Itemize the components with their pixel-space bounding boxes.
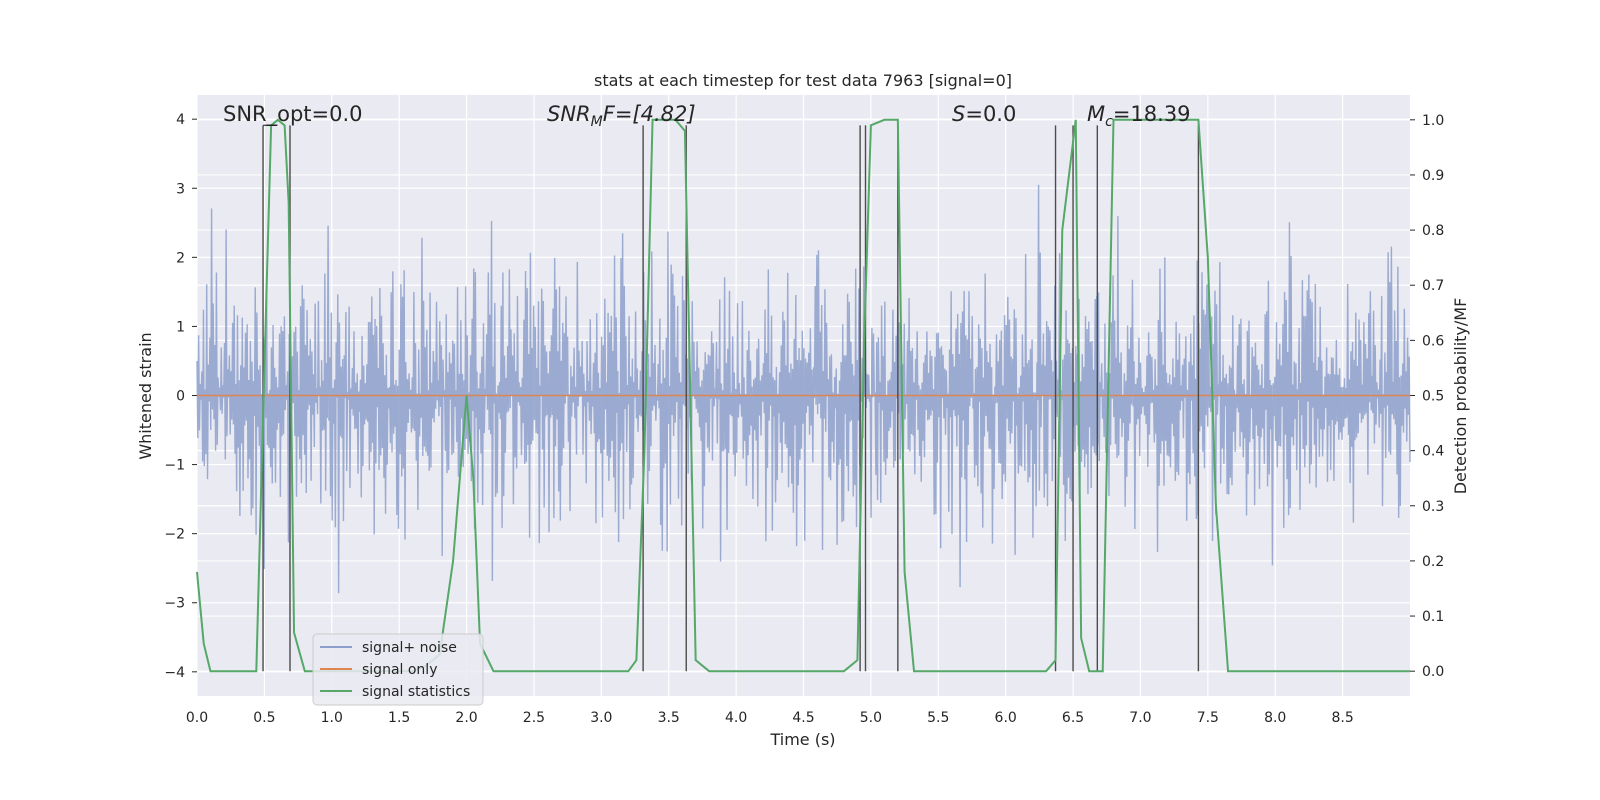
y2-tick-labels: 1.0 0.9 0.8 0.7 0.6 0.5 0.4 0.3 0.2 0.1 0.0 xyxy=(1422,113,1444,680)
x-tick-label: 8.5 xyxy=(1331,710,1353,726)
y-tick-label: −1 xyxy=(164,458,185,474)
y2-tick-label: 0.6 xyxy=(1422,333,1444,349)
y-tick-label: −3 xyxy=(164,596,185,612)
legend-label-signal-noise: signal+ noise xyxy=(362,640,457,656)
y-tick-labels: 4 3 2 1 0 −1 −2 −3 −4 xyxy=(164,112,185,681)
annotation-snr-mf: SNRMF=[4.82] xyxy=(547,102,696,130)
annotation-mc: Mc=18.39 xyxy=(1087,102,1191,130)
mc-main: M xyxy=(1087,102,1105,126)
x-axis-label: Time (s) xyxy=(769,730,835,749)
snr-mf-rest: F=[4.82] xyxy=(603,102,696,126)
x-tick-label: 3.5 xyxy=(658,710,680,726)
x-tick-label: 4.0 xyxy=(725,710,747,726)
x-tick-label: 6.5 xyxy=(1062,710,1084,726)
s-rest: =0.0 xyxy=(965,102,1016,126)
y-tick-label: 1 xyxy=(176,319,185,335)
y2-tick-label: 0.2 xyxy=(1422,554,1444,570)
y2-tick-label: 0.9 xyxy=(1422,168,1444,184)
y-tick-label: 2 xyxy=(176,250,185,266)
x-tick-label: 2.0 xyxy=(455,710,477,726)
legend-label-signal-statistics: signal statistics xyxy=(362,684,470,700)
y2-tick-label: 0.5 xyxy=(1422,389,1444,405)
vlines-group xyxy=(262,124,1200,672)
x-tick-label: 5.5 xyxy=(927,710,949,726)
legend-box xyxy=(312,633,484,706)
x-tick-label: 0.0 xyxy=(186,710,208,726)
legend: signal+ noise signal only signal statist… xyxy=(312,633,484,706)
y-tick-label: 3 xyxy=(176,181,185,197)
x-tick-label: 8.0 xyxy=(1264,710,1286,726)
x-tick-label: 7.0 xyxy=(1129,710,1151,726)
y2-tick-label: 1.0 xyxy=(1422,113,1444,129)
y2-tick-label: 0.3 xyxy=(1422,499,1444,515)
x-tick-label: 6.0 xyxy=(995,710,1017,726)
x-tick-label: 7.5 xyxy=(1197,710,1219,726)
y-tick-label: 0 xyxy=(176,389,185,405)
annotation-s: S=0.0 xyxy=(952,102,1016,126)
legend-label-signal-only: signal only xyxy=(362,662,437,678)
x-tick-label: 3.0 xyxy=(590,710,612,726)
y-axis-label: Whitened strain xyxy=(136,332,155,459)
x-tick-label: 4.5 xyxy=(792,710,814,726)
y2-tick-label: 0.0 xyxy=(1422,664,1444,680)
y2-tick-label: 0.4 xyxy=(1422,444,1444,460)
y2-tick-label: 0.1 xyxy=(1422,609,1444,625)
signal-statistics-line xyxy=(196,118,1410,673)
mc-sub: c xyxy=(1105,114,1113,130)
s-main: S xyxy=(952,102,965,126)
y2-tick-label: 0.8 xyxy=(1422,223,1444,239)
x-tick-label: 0.5 xyxy=(253,710,275,726)
x-tick-label: 5.0 xyxy=(860,710,882,726)
annotation-snr-opt: SNR_opt=0.0 xyxy=(223,102,363,127)
mc-rest: =18.39 xyxy=(1113,102,1191,126)
signal-noise-line xyxy=(196,184,1411,594)
y2-axis-label: Detection probability/MF xyxy=(1451,298,1470,495)
y-tick-label: 4 xyxy=(176,112,185,128)
y2-tick-label: 0.7 xyxy=(1422,278,1444,294)
x-tick-labels: 0.0 0.5 1.0 1.5 2.0 2.5 3.0 3.5 4.0 4.5 5.0 5.5 6.0 6… xyxy=(186,710,1354,726)
snr-mf-main: SNR xyxy=(547,102,591,126)
series-signal-statistics xyxy=(196,118,1410,673)
chart-title: stats at each timestep for test data 796… xyxy=(594,71,1012,90)
x-tick-label: 1.5 xyxy=(388,710,410,726)
x-tick-label: 1.0 xyxy=(321,710,343,726)
snr-mf-sub: M xyxy=(591,114,603,130)
series-signal-noise xyxy=(196,184,1411,594)
y-tick-label: −2 xyxy=(164,527,185,543)
x-tick-label: 2.5 xyxy=(523,710,545,726)
y-tick-label: −4 xyxy=(164,665,185,681)
